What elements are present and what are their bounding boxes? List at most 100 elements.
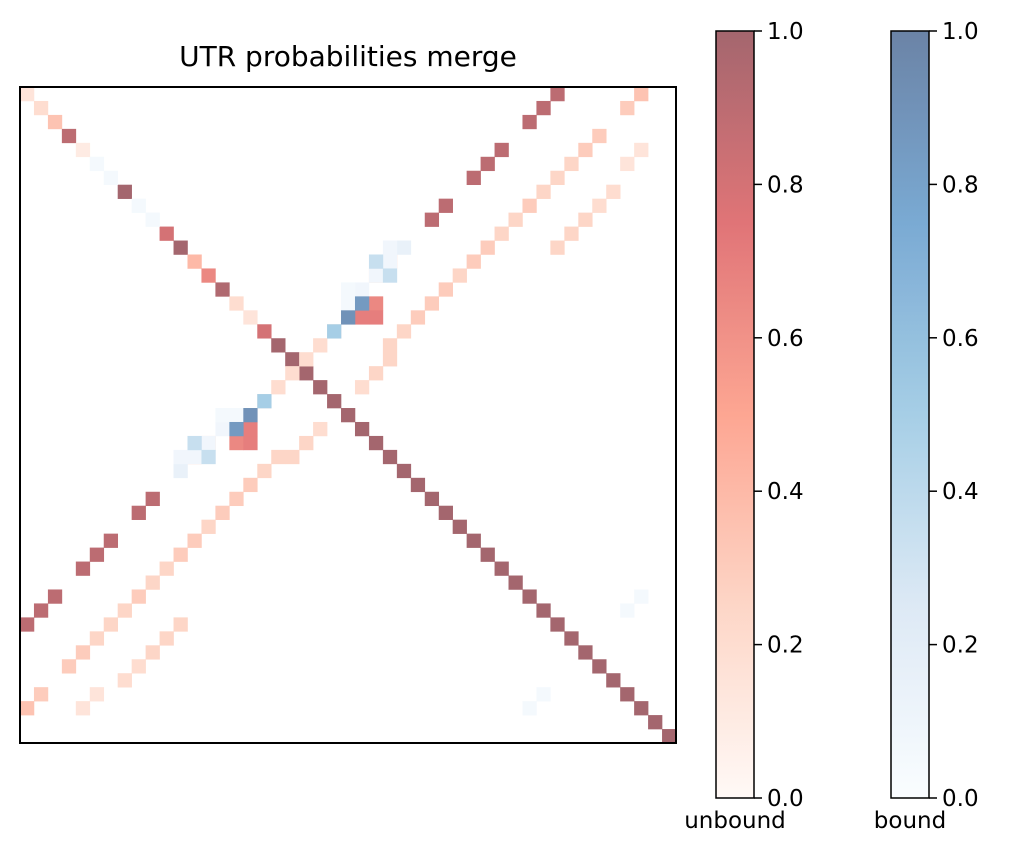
- heatmap-cell-bound: [257, 394, 272, 409]
- colorbar-unbound-tick-label: 0.8: [767, 172, 804, 198]
- heatmap-cell-unbound: [466, 533, 481, 548]
- colorbar-bound-tick-label: 1.0: [942, 19, 979, 45]
- heatmap-cell-bound: [341, 310, 356, 325]
- heatmap-cell-unbound: [285, 366, 300, 381]
- heatmap-cell-unbound: [648, 715, 663, 730]
- heatmap-cell-unbound: [75, 701, 91, 716]
- heatmap-cell-bound: [229, 421, 244, 437]
- heatmap-cell-unbound: [424, 296, 440, 311]
- heatmap-cell-unbound: [354, 421, 370, 437]
- heatmap-cell-unbound: [229, 491, 244, 507]
- heatmap-cell-unbound: [61, 128, 77, 144]
- heatmap-cell-unbound: [354, 310, 370, 325]
- heatmap-cell-unbound: [592, 128, 607, 144]
- heatmap-cell-unbound: [145, 645, 160, 660]
- heatmap-cell-unbound: [215, 505, 230, 520]
- colorbar-bound-label: bound: [873, 808, 947, 834]
- heatmap-cell-unbound: [131, 659, 146, 674]
- heatmap-cell-unbound: [550, 617, 565, 632]
- heatmap-cell-unbound: [382, 338, 398, 353]
- heatmap-cell-unbound: [410, 477, 426, 493]
- heatmap-cell-unbound: [33, 603, 49, 618]
- heatmap-cell-bound: [187, 435, 202, 451]
- heatmap-cell-unbound: [117, 673, 132, 688]
- heatmap-cell-unbound: [229, 296, 244, 311]
- heatmap-cell-unbound: [662, 729, 677, 744]
- heatmap-cell-unbound: [89, 631, 105, 646]
- heatmap-cell-unbound: [341, 408, 356, 423]
- heatmap-cell-unbound: [285, 449, 300, 465]
- heatmap-cell-bound: [620, 603, 635, 618]
- heatmap-cell-unbound: [550, 170, 565, 186]
- heatmap-cell-unbound: [494, 226, 509, 241]
- heatmap-cell-unbound: [61, 659, 77, 674]
- heatmap-cell-unbound: [578, 142, 593, 158]
- heatmap-cell-unbound: [368, 366, 384, 381]
- heatmap-cell-unbound: [257, 463, 272, 479]
- heatmap-cell-unbound: [271, 338, 286, 353]
- heatmap-cell-bound: [368, 254, 384, 269]
- heatmap-cell-unbound: [313, 380, 328, 395]
- heatmap-cell-unbound: [243, 310, 258, 325]
- heatmap-cell-unbound: [438, 505, 453, 520]
- colorbar-bound-tick-label: 0.2: [942, 633, 979, 659]
- heatmap-cell-bound: [327, 324, 342, 339]
- heatmap-cell-unbound: [466, 254, 481, 269]
- heatmap-cell-bound: [522, 701, 537, 716]
- heatmap-cell-unbound: [159, 226, 174, 241]
- heatmap-cell-unbound: [145, 491, 160, 507]
- heatmap-cell-unbound: [159, 631, 174, 646]
- colorbar-bound-tick-label: 0.8: [942, 172, 979, 198]
- heatmap-cell-unbound: [410, 310, 426, 325]
- heatmap-cell-unbound: [201, 519, 216, 534]
- heatmap-cell-unbound: [187, 533, 202, 548]
- heatmap-cell-unbound: [396, 463, 412, 479]
- heatmap-cell-unbound: [243, 421, 258, 437]
- heatmap-cell-unbound: [564, 156, 579, 172]
- heatmap-cell-bound: [201, 435, 216, 451]
- heatmap-cell-unbound: [89, 687, 105, 702]
- colorbar-unbound-bar: [715, 30, 755, 799]
- heatmap-cell-unbound: [536, 603, 551, 618]
- colorbar-bound: 0.0 0.2 0.4 0.6 0.8 1.0: [890, 19, 979, 812]
- heatmap-cell-unbound: [382, 352, 398, 367]
- heatmap-cell-unbound: [620, 687, 635, 702]
- heatmap-cell-unbound: [620, 156, 635, 172]
- heatmap-cell-unbound: [424, 491, 440, 507]
- heatmap-cell-unbound: [47, 589, 63, 604]
- heatmap-cell-unbound: [20, 617, 35, 632]
- heatmap-cell-unbound: [508, 575, 523, 590]
- heatmap-cell-bound: [229, 408, 244, 423]
- heatmap-cell-unbound: [592, 198, 607, 213]
- heatmap-cell-bound: [89, 156, 105, 172]
- colorbar-bound-tick-label: 0.4: [942, 479, 979, 505]
- colorbar-unbound-tick-label: 1.0: [767, 19, 804, 45]
- heatmap-cell-unbound: [257, 324, 272, 339]
- heatmap-cell-bound: [215, 421, 230, 437]
- heatmap-cell-bound: [382, 268, 398, 283]
- heatmap-cell-bound: [173, 463, 188, 479]
- heatmap-cell-unbound: [103, 617, 119, 632]
- heatmap-cell-unbound: [396, 324, 412, 339]
- colorbar-unbound-label: unbound: [684, 808, 786, 834]
- heatmap-cell-unbound: [536, 184, 551, 199]
- heatmap-cell-unbound: [354, 380, 370, 395]
- heatmap-cell-unbound: [536, 100, 551, 116]
- heatmap-cell-unbound: [494, 561, 509, 576]
- heatmap-cell-unbound: [159, 561, 174, 576]
- heatmap-cell-unbound: [452, 519, 467, 534]
- heatmap-cell-unbound: [75, 645, 91, 660]
- heatmap-cell-unbound: [368, 310, 384, 325]
- heatmap-cell-unbound: [634, 701, 649, 716]
- heatmap-cell-unbound: [480, 547, 495, 562]
- heatmap-cell-bound: [368, 268, 384, 283]
- colorbar-unbound: 0.0 0.2 0.4 0.6 0.8 1.0: [715, 19, 804, 812]
- heatmap-cell-bound: [382, 254, 398, 269]
- heatmap-cell-unbound: [243, 477, 258, 493]
- heatmap-cell-unbound: [243, 435, 258, 451]
- heatmap-cell-unbound: [368, 435, 384, 451]
- heatmap-cell-unbound: [466, 170, 481, 186]
- colorbar-bound-tick-label: 0.0: [942, 786, 979, 812]
- heatmap-cells: [20, 87, 677, 744]
- heatmap-cell-unbound: [299, 352, 314, 367]
